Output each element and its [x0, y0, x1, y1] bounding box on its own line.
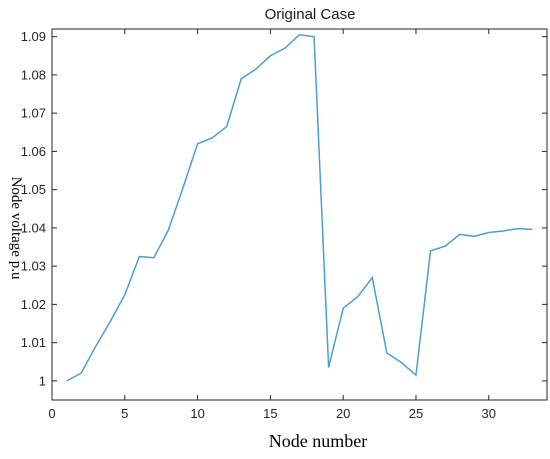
y-tick-label: 1.02 [21, 297, 46, 312]
x-tick-label: 10 [190, 406, 204, 421]
x-axis: 0 5 10 15 20 25 30 [48, 29, 496, 421]
y-tick-label: 1.07 [21, 106, 46, 121]
y-tick-label: 1.05 [21, 182, 46, 197]
y-axis: 1 1.01 1.02 1.03 1.04 1.05 1.06 1.07 1.08 1.09 [21, 29, 547, 388]
x-tick-label: 0 [48, 406, 55, 421]
x-tick-label: 15 [263, 406, 277, 421]
y-tick-label: 1.09 [21, 29, 46, 44]
y-axis-label: Node voltage p.u [8, 177, 24, 280]
x-axis-label: Node number [269, 431, 367, 451]
x-tick-label: 25 [409, 406, 423, 421]
y-tick-label: 1.01 [21, 335, 46, 350]
chart-title: Original Case [265, 6, 356, 23]
x-tick-label: 20 [336, 406, 350, 421]
y-tick-label: 1.03 [21, 259, 46, 274]
series-line [66, 33, 533, 382]
y-tick-label: 1.08 [21, 67, 46, 82]
x-tick-label: 5 [121, 406, 128, 421]
y-tick-label: 1.06 [21, 144, 46, 159]
plot-area [51, 28, 548, 401]
x-tick-label: 30 [482, 406, 496, 421]
y-tick-label: 1 [39, 373, 46, 388]
y-tick-label: 1.04 [21, 220, 46, 235]
